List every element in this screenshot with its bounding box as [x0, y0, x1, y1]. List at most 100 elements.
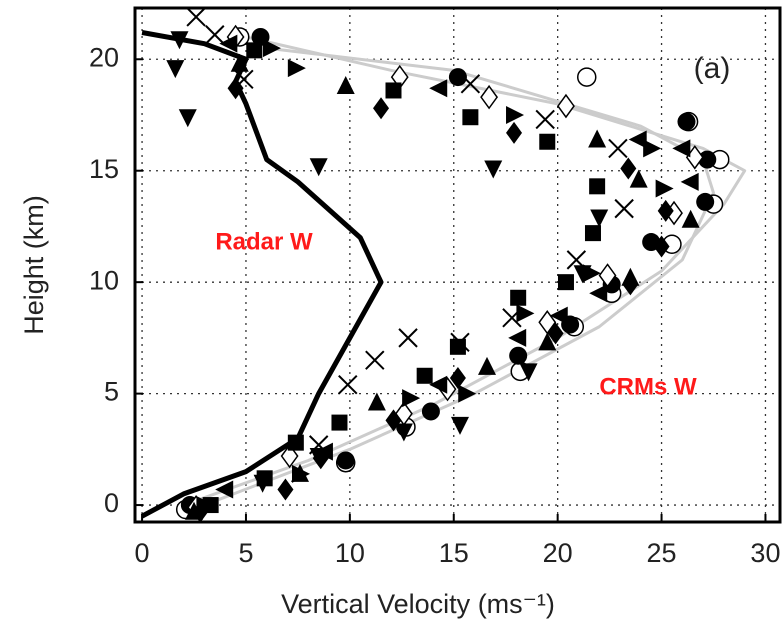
marker: [657, 199, 674, 222]
marker: [589, 284, 608, 303]
marker-stroke: [398, 328, 418, 348]
marker: [480, 84, 499, 110]
marker: [598, 263, 617, 288]
marker: [314, 442, 333, 461]
marker: [519, 363, 538, 382]
marker: [506, 121, 523, 144]
marker: [373, 97, 390, 120]
marker: [421, 402, 440, 421]
marker-stroke: [535, 109, 555, 130]
marker: [655, 179, 674, 198]
marker: [367, 392, 386, 411]
profile-line: [140, 30, 384, 519]
marker: [178, 109, 197, 128]
marker: [186, 8, 206, 27]
marker: [588, 129, 607, 148]
marker-stroke: [460, 74, 481, 94]
marker: [458, 384, 477, 403]
marker: [338, 374, 358, 395]
marker-stroke: [186, 8, 206, 27]
marker: [308, 435, 329, 455]
marker: [621, 267, 640, 286]
marker: [478, 356, 497, 375]
marker: [336, 76, 355, 95]
y-axis-title: Height (km): [19, 195, 49, 335]
annotation: CRMs W: [599, 373, 697, 400]
y-tick-label: 15: [89, 154, 119, 184]
marker: [506, 105, 525, 124]
profile-line: [203, 46, 716, 507]
marker: [557, 274, 574, 291]
marker-stroke: [608, 138, 628, 159]
marker: [450, 416, 469, 435]
marker: [309, 158, 328, 177]
marker: [331, 414, 348, 431]
marker: [576, 67, 597, 87]
x-tick-label: 30: [750, 538, 780, 568]
plot-frame: [133, 6, 782, 524]
marker: [681, 209, 700, 228]
marker: [653, 235, 670, 258]
marker: [166, 60, 185, 79]
annotation: (a): [694, 52, 731, 85]
marker: [629, 169, 648, 188]
x-tick-label: 15: [439, 538, 469, 568]
marker: [449, 367, 466, 390]
marker: [449, 338, 466, 355]
marker: [509, 346, 528, 365]
x-tick-label: 25: [647, 538, 677, 568]
marker: [448, 68, 467, 87]
plot-area: [140, 8, 747, 522]
marker: [205, 25, 225, 45]
marker: [262, 39, 281, 58]
marker-stroke: [502, 308, 522, 328]
marker: [566, 250, 587, 270]
marker: [547, 322, 564, 345]
marker-stroke: [308, 435, 329, 455]
marker-stroke: [450, 332, 470, 353]
marker: [549, 306, 568, 325]
marker: [365, 350, 385, 370]
marker: [219, 34, 238, 53]
marker: [508, 328, 527, 347]
y-tick-label: 10: [89, 265, 119, 295]
marker-stroke: [338, 374, 358, 395]
marker: [450, 332, 470, 353]
marker: [502, 308, 522, 328]
marker: [287, 59, 306, 78]
marker: [628, 130, 647, 149]
x-tick-label: 20: [543, 538, 573, 568]
annotation: Radar W: [215, 228, 313, 255]
marker: [196, 496, 215, 515]
marker: [429, 79, 448, 98]
marker: [277, 478, 294, 501]
marker: [589, 178, 606, 195]
y-tick-label: 5: [104, 377, 119, 407]
marker: [535, 109, 555, 130]
y-tick-label: 0: [104, 488, 119, 518]
marker-stroke: [205, 25, 225, 45]
marker-stroke: [566, 250, 587, 270]
marker: [510, 289, 527, 306]
marker: [484, 160, 503, 179]
marker: [608, 138, 628, 159]
marker: [215, 480, 234, 499]
marker-stroke: [365, 350, 385, 370]
marker: [582, 264, 601, 283]
marker: [672, 139, 691, 158]
marker: [538, 332, 557, 351]
marker: [516, 304, 535, 323]
y-tick-label: 20: [89, 42, 119, 72]
marker: [416, 367, 433, 384]
marker: [402, 389, 421, 408]
marker: [680, 172, 699, 191]
marker: [677, 112, 696, 131]
marker: [462, 109, 479, 126]
marker: [696, 192, 715, 211]
marker: [620, 157, 637, 180]
marker: [643, 139, 662, 158]
marker: [590, 209, 609, 228]
x-tick-label: 5: [238, 538, 253, 568]
marker: [398, 328, 418, 348]
marker: [336, 451, 355, 470]
